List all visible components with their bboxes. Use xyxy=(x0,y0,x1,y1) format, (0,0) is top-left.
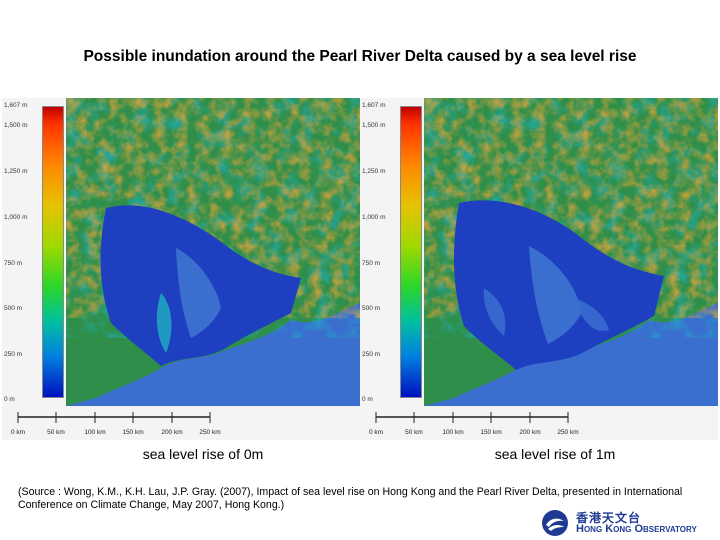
legend-tick: 750 m xyxy=(4,260,23,267)
logo-chinese-text: 香港天文台 xyxy=(576,511,642,525)
legend-tick: 250 m xyxy=(4,351,23,358)
distance-scale: 0 km 50 km 100 km 150 km 200 km 250 km xyxy=(360,406,718,440)
scale-label: 0 km xyxy=(11,429,25,436)
legend-tick: 1,607 m xyxy=(362,102,386,109)
distance-scale: 0 km 50 km 100 km 150 km 200 km 250 km xyxy=(2,406,360,440)
map-panel-0m: 1,607 m 1,500 m 1,250 m 1,000 m 750 m 50… xyxy=(2,98,360,440)
legend-tick: 1,250 m xyxy=(4,168,28,175)
page-title: Possible inundation around the Pearl Riv… xyxy=(83,48,637,65)
scale-label: 250 km xyxy=(199,429,220,436)
map-panel-1m: 1,607 m 1,500 m 1,250 m 1,000 m 750 m 50… xyxy=(360,98,718,440)
legend-tick: 250 m xyxy=(362,351,381,358)
logo-english-text: Hong Kong Observatory xyxy=(576,523,697,535)
scale-label: 200 km xyxy=(161,429,182,436)
elevation-colorbar xyxy=(42,106,64,398)
legend-tick: 1,607 m xyxy=(4,102,28,109)
legend-tick: 1,250 m xyxy=(362,168,386,175)
terrain-map xyxy=(66,98,360,406)
elevation-legend: 1,607 m 1,500 m 1,250 m 1,000 m 750 m 50… xyxy=(2,98,66,440)
scale-label: 50 km xyxy=(47,429,65,436)
legend-tick: 1,000 m xyxy=(4,214,28,221)
scale-label: 250 km xyxy=(557,429,578,436)
scale-label: 100 km xyxy=(442,429,463,436)
scale-label: 50 km xyxy=(405,429,423,436)
caption-1m: sea level rise of 1m xyxy=(494,446,616,462)
terrain-map xyxy=(424,98,718,406)
elevation-legend: 1,607 m 1,500 m 1,250 m 1,000 m 750 m 50… xyxy=(360,98,424,440)
scale-label: 200 km xyxy=(519,429,540,436)
source-citation: (Source : Wong, K.M., K.H. Lau, J.P. Gra… xyxy=(18,486,683,511)
legend-tick: 500 m xyxy=(4,305,23,312)
scale-label: 100 km xyxy=(84,429,105,436)
legend-tick: 1,000 m xyxy=(362,214,386,221)
legend-tick: 750 m xyxy=(362,260,381,267)
hko-logo: 香港天文台 Hong Kong Observatory xyxy=(540,508,716,538)
legend-tick: 1,500 m xyxy=(362,122,386,129)
legend-tick: 500 m xyxy=(362,305,381,312)
legend-tick: 0 m xyxy=(362,396,373,403)
caption-0m: sea level rise of 0m xyxy=(142,446,264,462)
scale-label: 150 km xyxy=(122,429,143,436)
scale-label: 0 km xyxy=(369,429,383,436)
legend-tick: 1,500 m xyxy=(4,122,28,129)
hko-emblem-icon xyxy=(542,510,568,536)
elevation-colorbar xyxy=(400,106,422,398)
legend-tick: 0 m xyxy=(4,396,15,403)
scale-label: 150 km xyxy=(480,429,501,436)
